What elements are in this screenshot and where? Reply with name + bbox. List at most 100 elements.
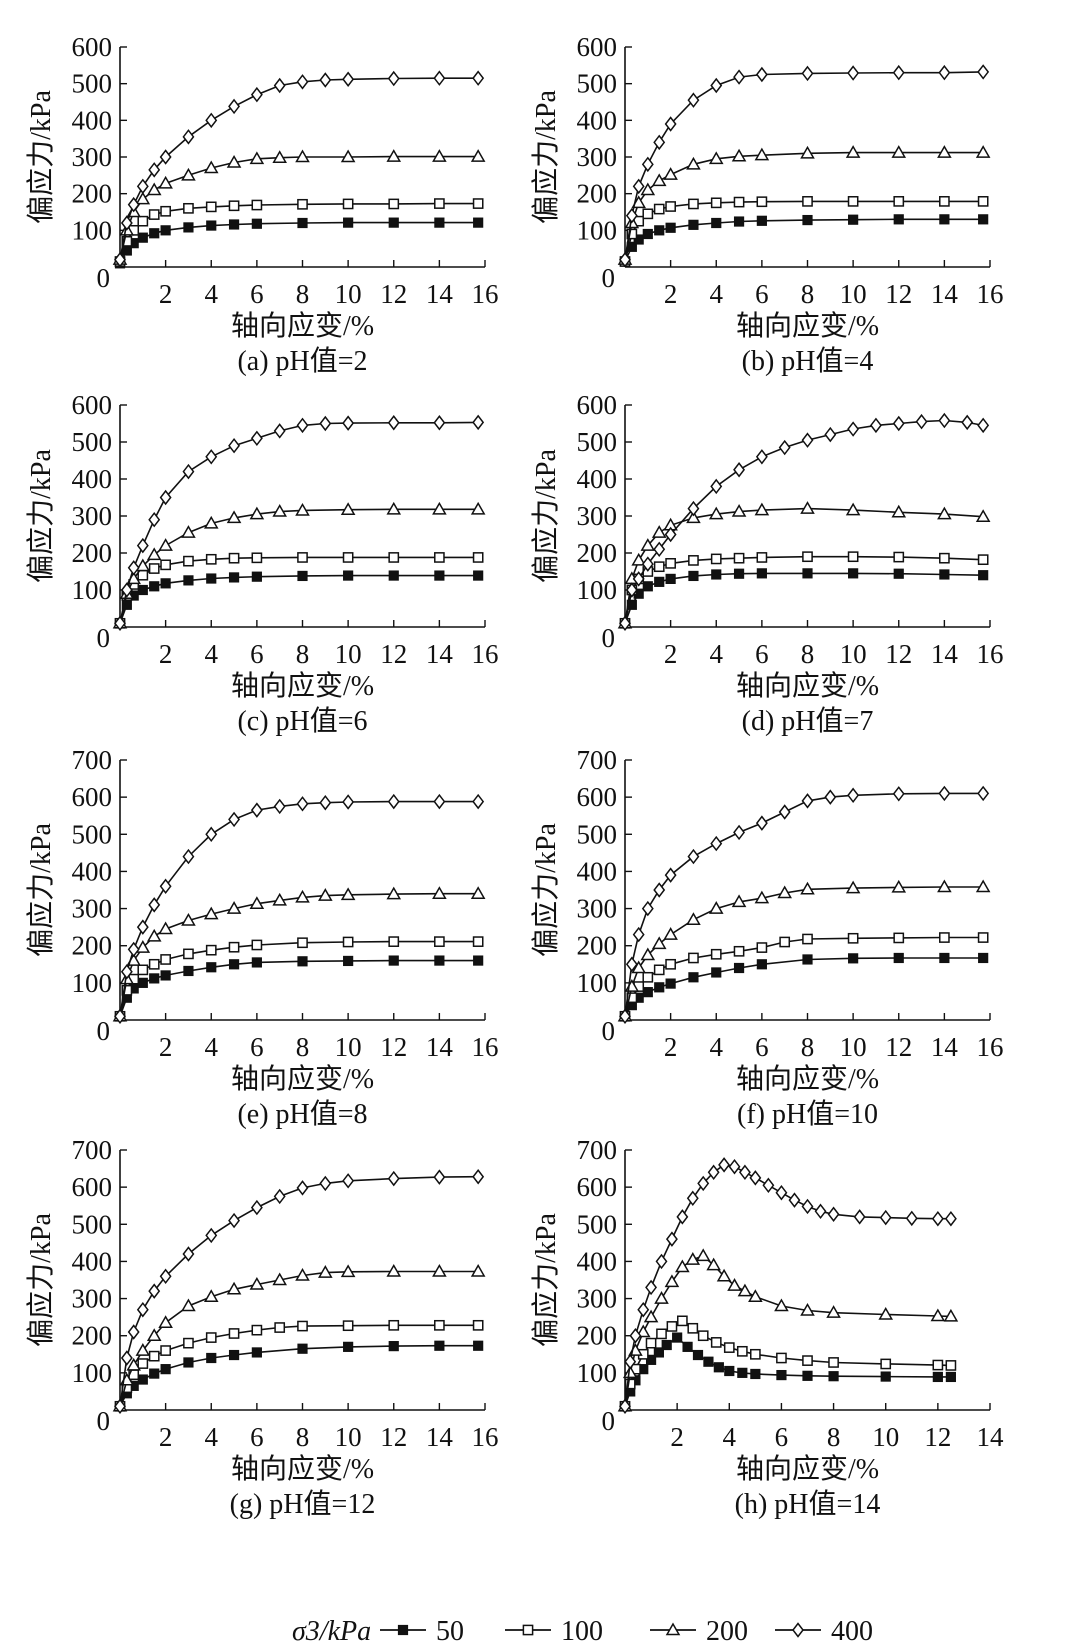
data-point [148,511,161,528]
data-point [149,581,160,592]
data-point [149,1368,160,1379]
data-point [388,552,400,563]
data-point [251,218,262,229]
data-point [160,559,171,571]
series-50 [114,955,484,1022]
data-point [226,901,242,914]
x-tick-label: 8 [296,1032,310,1062]
data-point [710,835,723,852]
data-point [778,804,791,820]
series-400 [619,785,990,1025]
x-tick-label: 4 [205,639,219,669]
origin-label: 0 [97,263,111,293]
legend-marker [397,1624,409,1636]
data-point [688,555,699,566]
data-point [977,785,990,802]
data-point [135,191,151,205]
data-point [160,205,171,217]
data-point [205,1227,218,1244]
origin-label: 0 [97,1016,111,1046]
x-tick-label: 14 [931,1032,959,1062]
data-point [635,1324,651,1338]
data-point [159,149,172,165]
y-tick-label: 600 [72,390,113,420]
data-point [228,572,240,583]
data-point [206,573,217,584]
data-point [802,1370,813,1381]
data-point [619,615,631,632]
x-axis-label: 轴向应变/% [736,1063,879,1095]
data-point [708,506,724,520]
data-point [961,414,974,431]
legend-title: σ3/kPa [292,1616,371,1647]
data-point [297,552,308,563]
x-tick-label: 14 [931,279,959,309]
x-tick-label: 8 [296,639,310,669]
data-point [148,162,161,178]
data-point [158,175,173,189]
data-point [272,1272,287,1286]
data-point [777,885,792,899]
data-point [695,1248,711,1262]
data-point [181,167,196,181]
series-line [624,957,984,1017]
data-point [733,196,745,208]
data-point [473,217,484,228]
legend-label: 200 [706,1616,748,1647]
data-point [182,463,195,480]
data-point [114,1008,126,1025]
origin-label: 0 [602,1016,616,1046]
data-point [183,1337,194,1349]
series-200 [112,1263,486,1412]
data-point [713,1362,724,1373]
data-point [641,156,654,173]
chart-panel: 0 100 200 300 400 500 600 700 2 4 6 8 10 12 14 16 轴向应变/%… [530,745,1004,1130]
y-tick-label: 300 [72,1284,113,1314]
data-point [388,570,399,581]
data-point [893,214,904,225]
x-tick-label: 6 [755,279,769,309]
x-tick-label: 16 [472,1032,499,1062]
data-point [775,1184,788,1201]
y-tick-label: 500 [577,1209,618,1239]
x-tick-label: 8 [801,639,815,669]
data-point [801,793,814,809]
x-axis-label: 轴向应变/% [736,310,879,342]
data-point [228,437,241,454]
data-point [801,1198,814,1215]
series-50 [114,570,484,629]
data-point [642,581,653,592]
data-point [687,92,700,108]
data-point [148,958,160,970]
legend-label: 50 [436,1616,464,1647]
data-point [342,936,354,948]
series-line [119,1270,479,1407]
series-200 [617,501,991,629]
x-tick-label: 4 [205,1422,219,1452]
data-point [653,541,666,558]
series-line [624,555,984,624]
data-point [945,1371,956,1383]
data-point [137,1374,148,1385]
x-tick-label: 2 [159,1032,173,1062]
data-point [120,215,133,231]
data-point [642,208,654,220]
data-point [640,182,656,196]
data-point [711,569,722,580]
y-axis-label: 偏应力/kPa [25,90,57,224]
data-point [206,962,217,973]
y-tick-label: 400 [577,464,618,494]
data-point [755,815,768,831]
series-100 [619,551,989,629]
x-tick-label: 2 [159,1422,173,1452]
data-point [432,501,447,515]
data-point [622,1365,638,1379]
x-tick-label: 8 [801,279,815,309]
x-tick-label: 14 [977,1422,1005,1452]
x-axis-label: 轴向应变/% [231,1453,374,1485]
data-point [228,219,240,230]
data-point [706,1257,721,1271]
chart-panel: 0 100 200 300 400 500 600 2 4 6 8 10 12 14 16 轴向应变/%(d)… [530,390,1004,737]
data-point [295,1268,310,1281]
data-point [663,927,678,940]
